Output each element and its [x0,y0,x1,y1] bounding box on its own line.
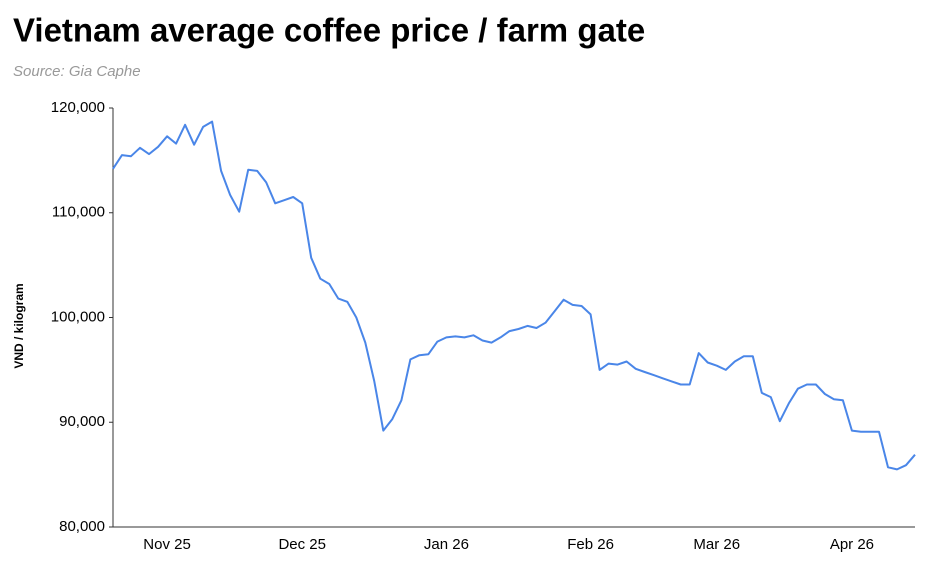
x-tick-label: Apr 26 [830,536,874,553]
y-tick-label: 80,000 [59,518,105,535]
y-tick-label: 110,000 [52,204,105,221]
x-tick-label: Nov 25 [143,536,191,553]
y-tick-label: 90,000 [59,413,105,430]
y-axis-label: VND / kilogram [12,283,26,368]
chart-title: Vietnam average coffee price / farm gate [13,12,645,49]
y-tick-label: 120,000 [51,99,105,116]
y-tick-label: 100,000 [51,308,105,325]
x-tick-label: Dec 25 [278,536,326,553]
line [112,120,916,471]
x-tick-label: Feb 26 [567,536,614,553]
chart-subtitle: Source: Gia Caphe [13,63,141,80]
x-tick-label: Jan 26 [424,536,469,553]
x-tick-label: Mar 26 [693,536,740,553]
